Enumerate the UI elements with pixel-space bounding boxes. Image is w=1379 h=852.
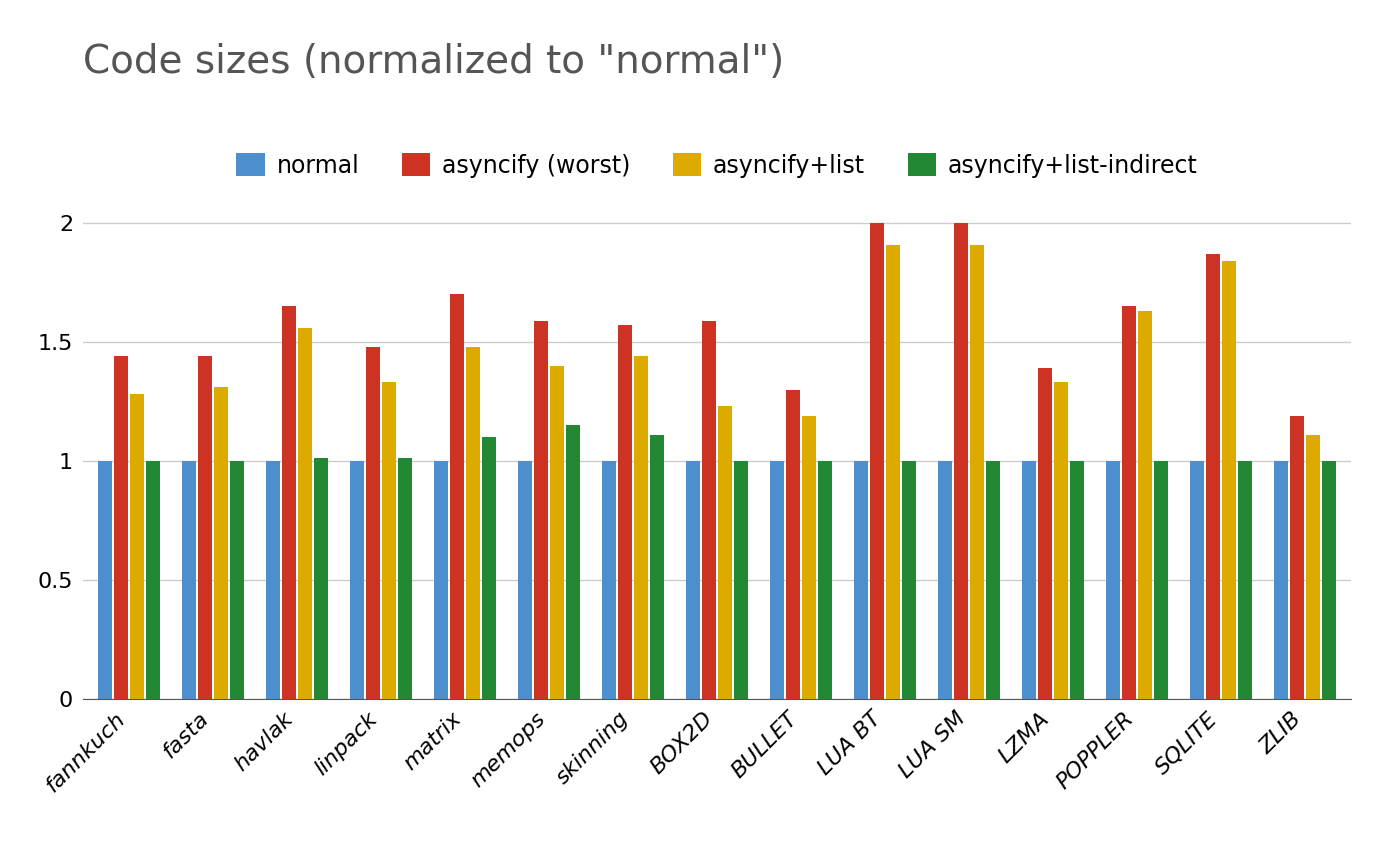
Bar — [230, 461, 244, 699]
Bar — [1123, 307, 1136, 699]
Bar — [986, 461, 1000, 699]
Bar — [1054, 383, 1069, 699]
Bar — [954, 223, 968, 699]
Bar — [382, 383, 396, 699]
Bar — [969, 245, 985, 699]
Bar — [365, 347, 381, 699]
Bar — [1207, 254, 1220, 699]
Bar — [350, 461, 364, 699]
Bar — [114, 356, 128, 699]
Bar — [1138, 311, 1153, 699]
Bar — [466, 347, 480, 699]
Bar — [550, 366, 564, 699]
Bar — [314, 458, 328, 699]
Bar — [1070, 461, 1084, 699]
Bar — [399, 458, 412, 699]
Bar — [519, 461, 532, 699]
Bar — [687, 461, 701, 699]
Bar — [1038, 368, 1052, 699]
Bar — [281, 307, 296, 699]
Bar — [870, 223, 884, 699]
Bar — [818, 461, 832, 699]
Bar — [130, 394, 143, 699]
Bar — [769, 461, 785, 699]
Bar — [1106, 461, 1120, 699]
Bar — [450, 295, 465, 699]
Bar — [1306, 435, 1320, 699]
Bar — [938, 461, 953, 699]
Bar — [434, 461, 448, 699]
Bar — [887, 245, 900, 699]
Bar — [803, 416, 816, 699]
Bar — [734, 461, 747, 699]
Bar — [1322, 461, 1336, 699]
Bar — [214, 387, 228, 699]
Bar — [1190, 461, 1204, 699]
Bar — [298, 328, 312, 699]
Bar — [702, 320, 716, 699]
Bar — [182, 461, 196, 699]
Bar — [718, 406, 732, 699]
Bar — [1222, 262, 1236, 699]
Bar — [481, 437, 496, 699]
Legend: normal, asyncify (worst), asyncify+list, asyncify+list-indirect: normal, asyncify (worst), asyncify+list,… — [228, 144, 1207, 187]
Bar — [146, 461, 160, 699]
Bar — [1274, 461, 1288, 699]
Bar — [534, 320, 547, 699]
Bar — [1154, 461, 1168, 699]
Bar — [1291, 416, 1305, 699]
Bar — [565, 425, 581, 699]
Bar — [634, 356, 648, 699]
Bar — [854, 461, 869, 699]
Text: Code sizes (normalized to "normal"): Code sizes (normalized to "normal") — [83, 43, 785, 81]
Bar — [650, 435, 665, 699]
Bar — [603, 461, 616, 699]
Bar — [1238, 461, 1252, 699]
Bar — [98, 461, 112, 699]
Bar — [618, 325, 632, 699]
Bar — [1022, 461, 1036, 699]
Bar — [199, 356, 212, 699]
Bar — [266, 461, 280, 699]
Bar — [786, 389, 800, 699]
Bar — [902, 461, 916, 699]
